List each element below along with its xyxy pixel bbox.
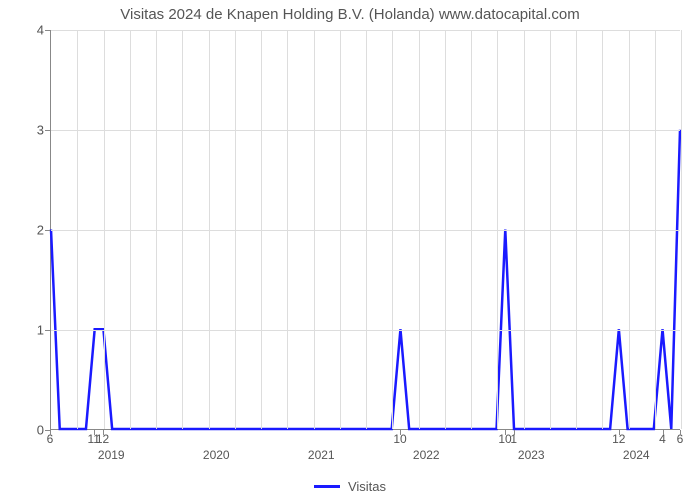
gridline-vertical: [209, 30, 210, 429]
x-year-label: 2022: [413, 448, 440, 462]
x-year-label: 2020: [203, 448, 230, 462]
y-tick-label: 1: [24, 323, 44, 338]
chart-title: Visitas 2024 de Knapen Holding B.V. (Hol…: [0, 6, 700, 23]
x-tick-mark: [505, 430, 506, 435]
x-tick-mark: [663, 430, 664, 435]
gridline-vertical: [77, 30, 78, 429]
legend-label: Visitas: [348, 479, 386, 494]
plot-area: [50, 30, 680, 430]
gridline-vertical: [419, 30, 420, 429]
gridline-vertical: [550, 30, 551, 429]
visits-chart: Visitas 2024 de Knapen Holding B.V. (Hol…: [0, 0, 700, 500]
gridline-vertical: [156, 30, 157, 429]
x-tick-mark: [94, 430, 95, 435]
x-tick-mark: [619, 430, 620, 435]
gridline-vertical: [235, 30, 236, 429]
gridline-vertical: [497, 30, 498, 429]
gridline-vertical: [576, 30, 577, 429]
y-tick-label: 3: [24, 123, 44, 138]
gridline-vertical: [602, 30, 603, 429]
gridline-vertical: [366, 30, 367, 429]
x-year-label: 2021: [308, 448, 335, 462]
gridline-vertical: [104, 30, 105, 429]
x-tick-mark: [514, 430, 515, 435]
y-tick-label: 2: [24, 223, 44, 238]
gridline-vertical: [340, 30, 341, 429]
gridline-vertical: [524, 30, 525, 429]
gridline-vertical: [261, 30, 262, 429]
x-year-label: 2023: [518, 448, 545, 462]
legend-swatch: [314, 485, 340, 488]
x-year-label: 2019: [98, 448, 125, 462]
x-year-label: 2024: [623, 448, 650, 462]
y-tick-label: 0: [24, 423, 44, 438]
gridline-vertical: [471, 30, 472, 429]
gridline-vertical: [445, 30, 446, 429]
x-tick-mark: [680, 430, 681, 435]
y-tick-mark: [45, 30, 50, 31]
gridline-vertical: [655, 30, 656, 429]
y-tick-mark: [45, 230, 50, 231]
y-tick-mark: [45, 130, 50, 131]
chart-legend: Visitas: [0, 475, 700, 494]
gridline-vertical: [314, 30, 315, 429]
gridline-vertical: [182, 30, 183, 429]
gridline-vertical: [629, 30, 630, 429]
gridline-vertical: [681, 30, 682, 429]
legend-item-visitas: Visitas: [314, 479, 386, 494]
y-tick-label: 4: [24, 23, 44, 38]
y-tick-mark: [45, 330, 50, 331]
gridline-vertical: [287, 30, 288, 429]
x-tick-mark: [103, 430, 104, 435]
x-tick-mark: [400, 430, 401, 435]
gridline-vertical: [130, 30, 131, 429]
x-tick-mark: [50, 430, 51, 435]
gridline-vertical: [392, 30, 393, 429]
